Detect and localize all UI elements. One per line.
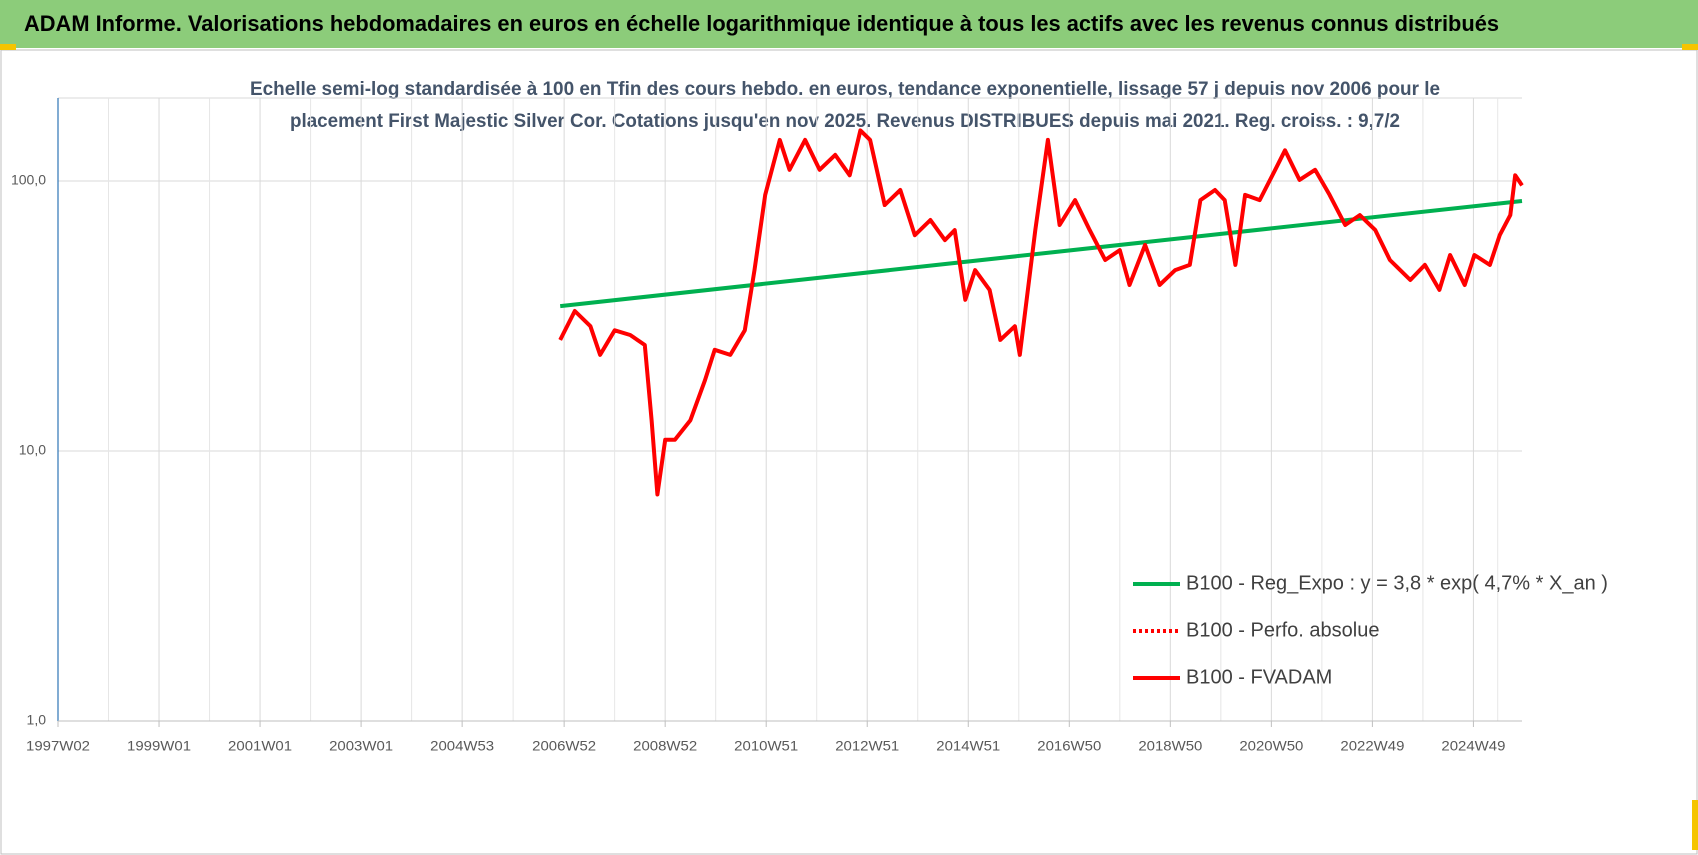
y-tick-label: 100,0: [11, 172, 46, 188]
x-tick-label: 2010W51: [734, 738, 798, 754]
x-tick-label: 1999W01: [127, 738, 191, 754]
x-tick-label: 2003W01: [329, 738, 393, 754]
corner: [0, 44, 16, 50]
x-tick-label: 2014W51: [936, 738, 1000, 754]
series-line: [558, 128, 1524, 497]
x-tick-label: 2006W52: [532, 738, 596, 754]
x-tick-label: 1997W02: [26, 738, 90, 754]
header-bar: [0, 0, 1698, 48]
legend-label: B100 - Perfo. absolue: [1186, 619, 1379, 641]
x-tick-label: 2001W01: [228, 738, 292, 754]
x-tick-label: 2012W51: [835, 738, 899, 754]
chart-subtitle: placement First Majestic Silver Cor. Cot…: [290, 111, 1400, 132]
legend-label: B100 - FVADAM: [1186, 666, 1332, 688]
corner: [1682, 44, 1698, 50]
header-title: ADAM Informe. Valorisations hebdomadaire…: [24, 11, 1499, 36]
chart-subtitle: Echelle semi-log standardisée à 100 en T…: [250, 79, 1440, 100]
x-tick-label: 2020W50: [1239, 738, 1303, 754]
x-tick-label: 2016W50: [1037, 738, 1101, 754]
x-tick-label: 2018W50: [1138, 738, 1202, 754]
x-tick-label: 2004W53: [430, 738, 494, 754]
y-tick-label: 10,0: [19, 442, 46, 458]
x-tick-label: 2022W49: [1340, 738, 1404, 754]
frame: [0, 49, 1698, 855]
x-tick-label: 2008W52: [633, 738, 697, 754]
y-tick-label: 1,0: [27, 712, 47, 728]
legend-label: B100 - Reg_Expo : y = 3,8 * exp( 4,7% * …: [1186, 572, 1608, 594]
corner: [1692, 800, 1698, 850]
x-tick-label: 2024W49: [1441, 738, 1505, 754]
